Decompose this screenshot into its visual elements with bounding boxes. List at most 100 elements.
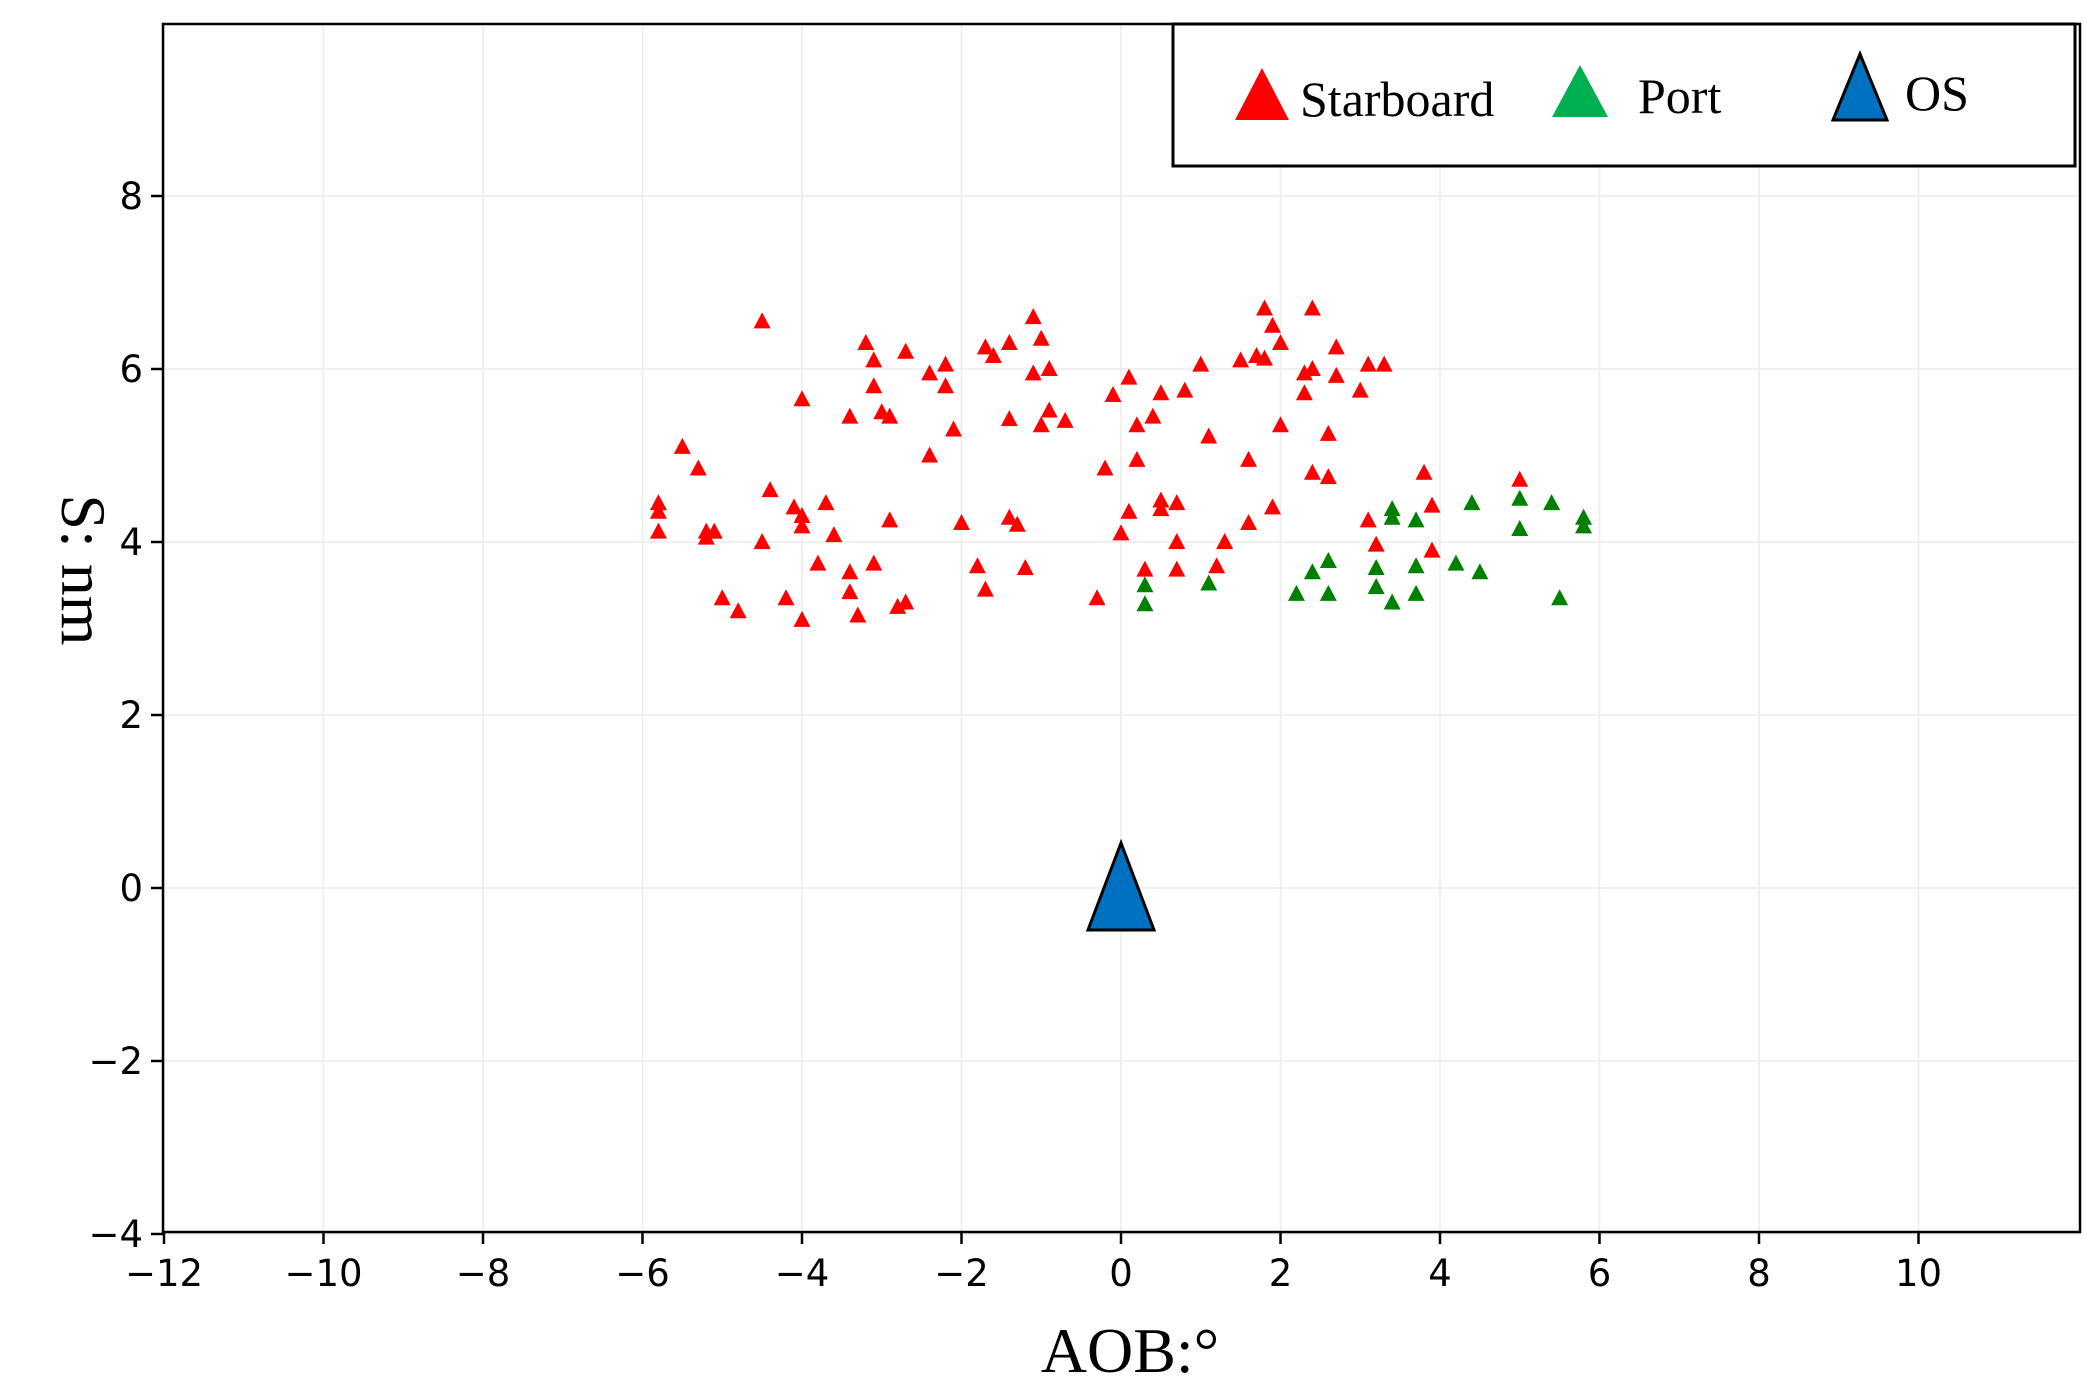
starboard-point	[1056, 411, 1074, 428]
x-tick-label: 6	[1588, 1252, 1612, 1295]
port-point	[1383, 508, 1401, 525]
starboard-point	[761, 481, 779, 498]
starboard-point	[865, 377, 883, 394]
starboard-point	[1240, 450, 1258, 467]
starboard-point	[1423, 541, 1441, 558]
starboard-point	[945, 420, 963, 437]
y-tick-label: 6	[119, 348, 143, 391]
starboard-point	[921, 446, 939, 463]
starboard-point	[1024, 364, 1042, 381]
legend-label-starboard: Starboard	[1300, 71, 1494, 127]
starboard-point	[1256, 349, 1274, 366]
starboard-point	[1104, 385, 1122, 402]
port-point	[1136, 576, 1154, 593]
y-tick-label: 0	[119, 867, 143, 910]
starboard-point	[705, 522, 723, 539]
port-point	[1575, 508, 1593, 525]
port-point	[1383, 500, 1401, 517]
starboard-point	[1128, 416, 1146, 433]
starboard-point	[841, 583, 859, 600]
os-point	[1085, 838, 1157, 932]
starboard-point	[921, 364, 939, 381]
starboard-point	[984, 347, 1002, 364]
starboard-point	[1112, 524, 1130, 541]
port-point	[1543, 494, 1561, 511]
y-tick-label: 4	[119, 521, 143, 564]
starboard-point	[1040, 360, 1058, 376]
starboard-point	[1232, 351, 1250, 368]
y-tick-label: −2	[88, 1040, 143, 1083]
starboard-point	[1000, 508, 1018, 525]
starboard-point	[976, 338, 994, 355]
starboard-point	[889, 597, 907, 614]
port-point	[1551, 589, 1569, 606]
x-tick-label: −12	[125, 1252, 203, 1295]
starboard-point	[1200, 427, 1218, 444]
starboard-point	[881, 511, 899, 528]
starboard-point	[953, 513, 970, 530]
port-point	[1319, 552, 1337, 569]
starboard-point	[897, 593, 915, 610]
starboard-point	[1152, 491, 1170, 508]
port-point	[1367, 558, 1385, 575]
starboard-point	[1192, 355, 1210, 372]
starboard-point	[1423, 496, 1441, 513]
starboard-point	[1295, 384, 1313, 401]
starboard-point	[1168, 560, 1186, 577]
starboard-point	[1120, 502, 1138, 519]
starboard-point	[865, 351, 883, 368]
starboard-point	[1136, 560, 1154, 577]
port-point	[1471, 563, 1489, 580]
starboard-point	[1128, 450, 1146, 467]
starboard-point	[825, 526, 843, 543]
starboard-point	[1272, 334, 1289, 351]
x-tick-label: −6	[615, 1252, 670, 1295]
x-tick-label: −10	[284, 1252, 362, 1295]
starboard-point	[976, 580, 994, 597]
port-point	[1575, 517, 1593, 534]
y-tick-label: −4	[88, 1213, 143, 1256]
starboard-point	[1511, 470, 1529, 487]
starboard-point	[1327, 338, 1345, 355]
starboard-point	[1359, 511, 1377, 528]
starboard-point	[1359, 355, 1377, 372]
starboard-point	[1327, 366, 1345, 383]
legend: Starboard Port OS	[1171, 22, 2077, 168]
starboard-point	[1415, 463, 1433, 480]
starboard-point	[793, 610, 811, 627]
starboard-point	[817, 494, 835, 511]
starboard-point	[1152, 384, 1170, 401]
starboard-point	[777, 589, 795, 606]
port-point	[1367, 577, 1385, 594]
starboard-point	[1144, 407, 1162, 424]
starboard-point	[881, 407, 899, 424]
legend-marker-starboard	[1235, 68, 1289, 120]
x-axis-title: AOB:°	[1041, 1315, 1220, 1386]
port-point	[1383, 593, 1401, 610]
x-tick-label: −8	[456, 1252, 511, 1295]
starboard-point	[649, 494, 667, 511]
starboard-point	[1176, 381, 1194, 398]
starboard-point	[1032, 329, 1050, 346]
starboard-point	[1351, 381, 1369, 398]
starboard-point	[1319, 424, 1337, 441]
port-point	[1407, 584, 1425, 601]
x-tick-label: 0	[1109, 1252, 1133, 1295]
legend-label-port: Port	[1638, 68, 1721, 124]
y-tick-label: 8	[119, 175, 143, 218]
y-axis: −4 −2 0 2 4 6 8	[88, 175, 163, 1256]
port-point	[1511, 489, 1529, 506]
x-tick-label: −4	[775, 1252, 830, 1295]
starboard-point	[1240, 513, 1258, 530]
port-point	[1136, 595, 1154, 612]
starboard-point	[1088, 589, 1106, 606]
port-point	[1407, 511, 1425, 528]
starboard-point	[1256, 299, 1274, 316]
starboard-point	[713, 589, 731, 606]
starboard-point	[753, 312, 771, 329]
starboard-point	[1295, 364, 1313, 381]
starboard-point	[1000, 410, 1018, 427]
starboard-point	[1264, 316, 1282, 333]
starboard-point	[1303, 463, 1321, 480]
